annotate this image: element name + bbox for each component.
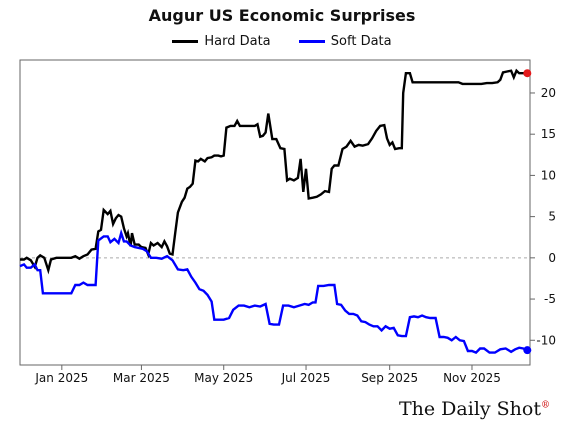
legend-swatch-hard-data (172, 40, 199, 43)
legend-item-hard-data: Hard Data (172, 34, 271, 49)
legend: Hard Data Soft Data (0, 34, 564, 49)
legend-item-soft-data: Soft Data (298, 34, 392, 49)
x-tick-label: Jan 2025 (34, 371, 88, 385)
chart-title: Augur US Economic Surprises (148, 6, 416, 25)
y-tick-label: 5 (548, 210, 556, 224)
y-tick-label: -10 (536, 333, 556, 347)
x-tick-label: Sep 2025 (361, 371, 418, 385)
legend-label-hard-data: Hard Data (204, 34, 271, 49)
series-line-hard-data (20, 68, 528, 275)
series-end-marker-soft-data (523, 346, 532, 355)
x-axis: Jan 2025 Mar 2025 May 2025 Jul 2025 Sep 2025… (34, 365, 501, 385)
y-tick-label: -5 (544, 292, 556, 306)
series-group (19, 68, 532, 355)
y-tick-label: 10 (541, 168, 556, 182)
legend-label-soft-data: Soft Data (330, 34, 392, 49)
y-axis: -10 -5 0 5 10 15 20 (530, 86, 556, 347)
y-tick-label: 20 (541, 86, 556, 100)
brand-logo: The Daily Shot® (399, 398, 550, 420)
plot-area (19, 59, 531, 366)
x-tick-label: Jul 2025 (281, 371, 331, 385)
y-tick-label: 0 (548, 251, 556, 265)
y-tick-label: 15 (541, 127, 556, 141)
legend-swatch-soft-data (298, 40, 325, 43)
brand-name: The Daily Shot (398, 398, 541, 420)
series-line-soft-data (19, 228, 528, 355)
series-end-marker-hard-data (523, 69, 532, 78)
x-tick-label: Nov 2025 (443, 371, 501, 385)
brand-registered-mark: ® (541, 400, 550, 411)
x-tick-label: May 2025 (194, 371, 253, 385)
x-tick-label: Mar 2025 (113, 371, 170, 385)
